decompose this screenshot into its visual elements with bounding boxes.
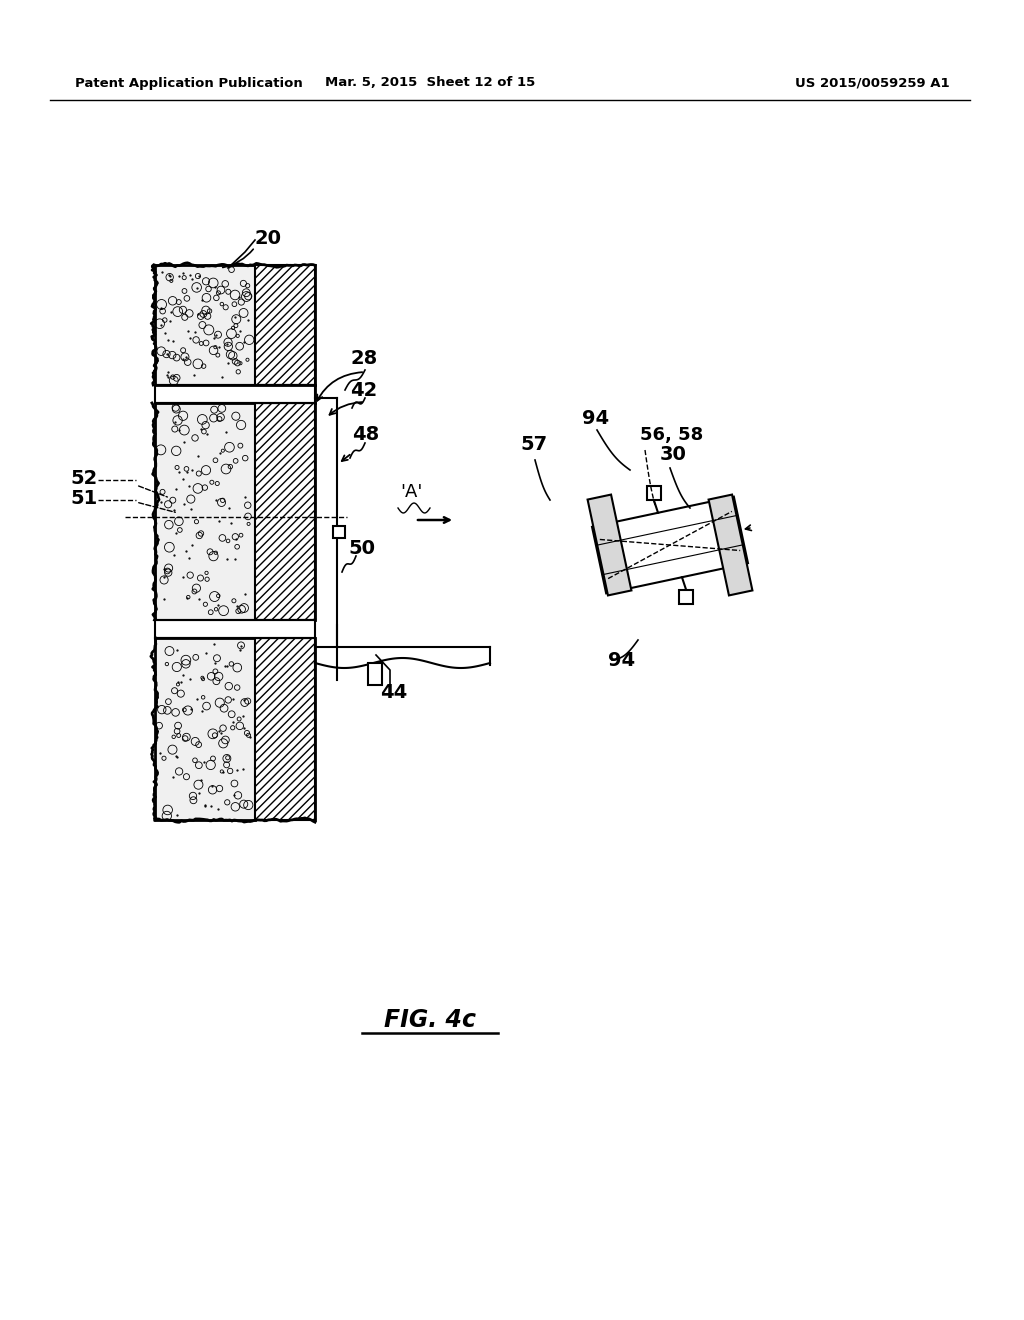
- Text: 57: 57: [520, 436, 547, 454]
- Bar: [155, 265, 255, 385]
- Bar: [155, 638, 255, 820]
- Bar: [255, 638, 315, 820]
- Bar: [679, 590, 693, 603]
- Bar: [155, 385, 315, 403]
- Text: 30: 30: [660, 446, 687, 465]
- Text: 20: 20: [255, 228, 282, 248]
- Text: 28: 28: [350, 348, 377, 367]
- Bar: [333, 525, 345, 537]
- Polygon shape: [588, 495, 632, 595]
- Text: 'A': 'A': [400, 483, 422, 502]
- Text: 44: 44: [380, 682, 408, 701]
- Text: FIG. 4c: FIG. 4c: [384, 1008, 476, 1032]
- Bar: [255, 403, 315, 620]
- Text: 56, 58: 56, 58: [640, 426, 703, 444]
- Text: US 2015/0059259 A1: US 2015/0059259 A1: [796, 77, 950, 90]
- Text: 94: 94: [582, 408, 609, 428]
- Text: Mar. 5, 2015  Sheet 12 of 15: Mar. 5, 2015 Sheet 12 of 15: [325, 77, 536, 90]
- Text: 52: 52: [71, 469, 98, 487]
- Text: 42: 42: [350, 380, 377, 400]
- Bar: [368, 663, 382, 685]
- Polygon shape: [709, 495, 753, 595]
- Bar: [155, 620, 315, 638]
- Bar: [647, 486, 660, 500]
- Text: 50: 50: [348, 539, 375, 557]
- Bar: [155, 403, 255, 620]
- Text: 48: 48: [352, 425, 379, 445]
- Bar: [255, 265, 315, 385]
- Text: Patent Application Publication: Patent Application Publication: [75, 77, 303, 90]
- Polygon shape: [592, 496, 748, 593]
- Text: 51: 51: [71, 488, 98, 507]
- Text: 94: 94: [608, 651, 635, 669]
